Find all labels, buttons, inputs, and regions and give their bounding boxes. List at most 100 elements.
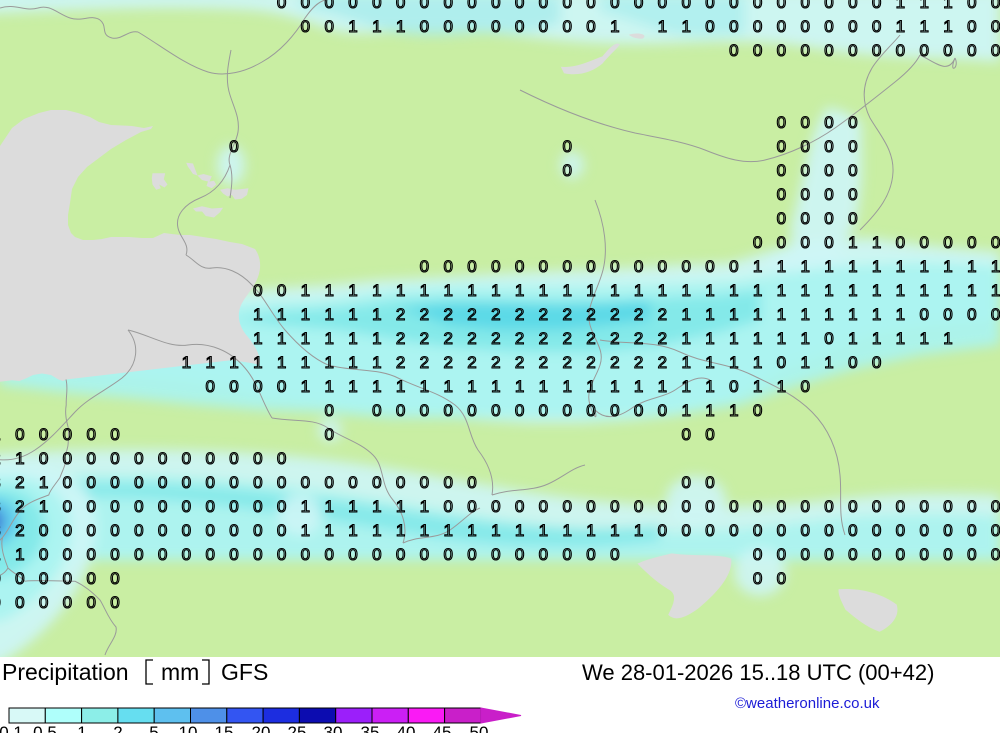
- svg-text:0: 0: [515, 0, 524, 12]
- svg-text:0: 0: [301, 0, 310, 12]
- svg-text:0: 0: [586, 257, 595, 276]
- svg-text:1: 1: [586, 281, 595, 300]
- svg-text:2: 2: [15, 497, 24, 516]
- svg-text:1: 1: [729, 329, 738, 348]
- svg-text:1: 1: [491, 377, 500, 396]
- svg-text:0: 0: [824, 161, 833, 180]
- svg-text:0: 0: [967, 0, 976, 12]
- svg-text:1: 1: [467, 281, 476, 300]
- svg-text:0: 0: [110, 593, 119, 612]
- svg-text:1: 1: [777, 377, 786, 396]
- svg-text:0: 0: [158, 545, 167, 564]
- svg-text:1: 1: [301, 377, 310, 396]
- svg-text:0: 0: [991, 521, 1000, 540]
- svg-text:1: 1: [777, 329, 786, 348]
- svg-text:1: 1: [753, 305, 762, 324]
- svg-text:0: 0: [824, 0, 833, 12]
- svg-text:1: 1: [991, 281, 1000, 300]
- svg-text:0: 0: [229, 473, 238, 492]
- svg-text:0: 0: [182, 497, 191, 516]
- svg-text:0: 0: [824, 41, 833, 60]
- svg-text:0: 0: [39, 425, 48, 444]
- svg-text:0: 0: [919, 233, 928, 252]
- svg-text:1: 1: [348, 353, 357, 372]
- svg-text:2: 2: [610, 305, 619, 324]
- svg-text:1: 1: [39, 473, 48, 492]
- svg-text:0: 0: [324, 545, 333, 564]
- svg-text:0: 0: [562, 257, 571, 276]
- svg-text:0: 0: [943, 497, 952, 516]
- svg-text:0: 0: [943, 233, 952, 252]
- svg-text:1: 1: [443, 377, 452, 396]
- svg-text:0: 0: [681, 425, 690, 444]
- svg-text:2: 2: [515, 329, 524, 348]
- svg-text:0: 0: [872, 353, 881, 372]
- svg-text:0: 0: [253, 521, 262, 540]
- svg-text:0: 0: [63, 521, 72, 540]
- svg-text:2: 2: [586, 329, 595, 348]
- svg-text:0: 0: [800, 185, 809, 204]
- svg-text:0: 0: [277, 521, 286, 540]
- svg-text:40: 40: [397, 723, 416, 733]
- svg-text:0: 0: [848, 521, 857, 540]
- svg-text:1: 1: [705, 305, 714, 324]
- svg-text:0: 0: [277, 497, 286, 516]
- svg-text:0: 0: [86, 593, 95, 612]
- svg-text:1: 1: [681, 401, 690, 420]
- svg-text:0: 0: [562, 161, 571, 180]
- svg-text:0: 0: [229, 137, 238, 156]
- svg-text:1: 1: [824, 257, 833, 276]
- svg-text:2: 2: [610, 329, 619, 348]
- svg-text:0: 0: [110, 569, 119, 588]
- svg-text:2: 2: [396, 329, 405, 348]
- svg-text:1: 1: [324, 497, 333, 516]
- svg-text:0: 0: [872, 41, 881, 60]
- svg-text:0: 0: [539, 257, 548, 276]
- svg-text:15: 15: [215, 723, 234, 733]
- svg-text:0: 0: [777, 41, 786, 60]
- svg-text:0: 0: [39, 449, 48, 468]
- svg-text:0: 0: [134, 473, 143, 492]
- svg-text:0: 0: [634, 401, 643, 420]
- svg-text:0: 0: [63, 593, 72, 612]
- svg-text:0: 0: [943, 521, 952, 540]
- svg-text:0: 0: [777, 353, 786, 372]
- svg-text:0: 0: [277, 473, 286, 492]
- svg-text:0: 0: [753, 0, 762, 12]
- svg-text:1: 1: [824, 305, 833, 324]
- svg-text:0: 0: [848, 497, 857, 516]
- svg-text:2: 2: [15, 521, 24, 540]
- svg-text:0: 0: [277, 281, 286, 300]
- svg-text:0.5: 0.5: [33, 723, 57, 733]
- svg-text:0: 0: [515, 257, 524, 276]
- svg-text:0: 0: [705, 0, 714, 12]
- svg-text:1: 1: [634, 521, 643, 540]
- svg-text:0: 0: [491, 497, 500, 516]
- svg-text:0: 0: [63, 545, 72, 564]
- svg-text:1: 1: [515, 377, 524, 396]
- svg-text:1: 1: [681, 17, 690, 36]
- svg-text:1: 1: [324, 377, 333, 396]
- svg-text:0: 0: [253, 281, 262, 300]
- svg-text:0: 0: [39, 545, 48, 564]
- svg-text:0: 0: [681, 0, 690, 12]
- svg-text:1: 1: [848, 257, 857, 276]
- svg-text:0: 0: [491, 17, 500, 36]
- svg-text:0: 0: [753, 569, 762, 588]
- svg-text:1: 1: [658, 377, 667, 396]
- svg-text:1: 1: [967, 281, 976, 300]
- svg-text:2: 2: [443, 329, 452, 348]
- svg-text:1: 1: [681, 353, 690, 372]
- svg-text:0: 0: [872, 521, 881, 540]
- svg-text:1: 1: [848, 233, 857, 252]
- svg-text:1: 1: [491, 521, 500, 540]
- svg-text:0: 0: [182, 473, 191, 492]
- svg-text:0: 0: [229, 377, 238, 396]
- svg-text:1: 1: [539, 281, 548, 300]
- svg-text:2: 2: [467, 305, 476, 324]
- svg-text:0: 0: [443, 401, 452, 420]
- svg-text:0.1: 0.1: [0, 723, 23, 733]
- svg-text:1: 1: [253, 329, 262, 348]
- svg-text:1: 1: [396, 497, 405, 516]
- svg-text:0: 0: [824, 17, 833, 36]
